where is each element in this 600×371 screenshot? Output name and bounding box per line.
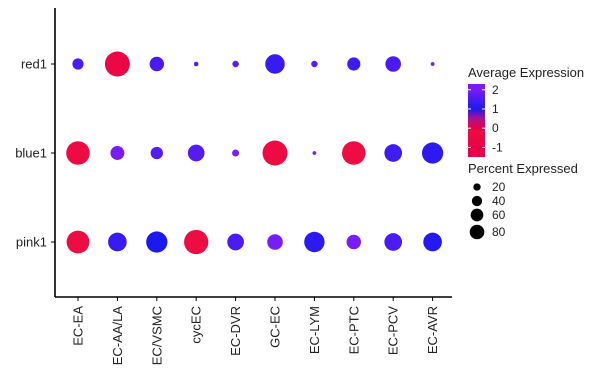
dot-blue1-1 <box>110 146 125 160</box>
x-tick-label: cycEC <box>189 306 204 344</box>
size-tick-label: 60 <box>492 208 506 222</box>
dot-red1-9 <box>430 62 435 66</box>
y-tick-label-blue1: blue1 <box>15 146 47 161</box>
color-tick-label: -1 <box>492 140 503 154</box>
dot-blue1-7 <box>342 141 366 165</box>
dot-red1-2 <box>149 56 165 72</box>
size-legend-title: Percent Expressed <box>468 161 578 176</box>
x-tick-label: EC-PCV <box>386 306 401 355</box>
y-tick-label-red1: red1 <box>21 57 47 72</box>
x-tick-label: EC-PTC <box>346 306 361 354</box>
dot-pink1-9 <box>423 232 442 252</box>
dot-blue1-4 <box>232 149 240 157</box>
dot-pink1-7 <box>346 234 362 250</box>
dot-pink1-6 <box>304 231 325 253</box>
y-tick-label-pink1: pink1 <box>16 235 47 250</box>
dot-red1-3 <box>193 61 199 67</box>
x-tick-label: EC-DVR <box>228 306 243 356</box>
dot-blue1-3 <box>187 144 205 162</box>
x-tick-label: EC-AA/LA <box>110 306 125 366</box>
dot-blue1-6 <box>312 151 317 155</box>
dot-red1-8 <box>385 56 402 72</box>
size-tick-label: 40 <box>492 194 506 208</box>
dot-blue1-9 <box>421 142 444 164</box>
color-tick-label: 1 <box>492 102 499 116</box>
x-tick-label: EC-EA <box>71 306 86 346</box>
x-tick-label: EC-AVR <box>425 306 440 354</box>
dot-pink1-8 <box>384 233 403 251</box>
size-legend-dot <box>470 208 484 222</box>
dot-red1-0 <box>72 58 84 70</box>
dot-red1-5 <box>265 54 285 74</box>
x-tick-label: EC/VSMC <box>149 306 164 365</box>
x-tick-label: EC-LYM <box>307 306 322 354</box>
dot-red1-1 <box>104 51 130 77</box>
size-legend-dot <box>471 195 483 207</box>
dot-blue1-2 <box>150 146 163 160</box>
size-tick-label: 80 <box>492 225 506 239</box>
dot-pink1-3 <box>184 229 209 255</box>
size-legend-dot <box>469 224 485 240</box>
dot-red1-7 <box>347 57 361 71</box>
size-legend-dot <box>473 183 481 191</box>
color-bar <box>468 84 485 157</box>
x-tick-label: GC-EC <box>268 306 283 348</box>
dot-pink1-0 <box>66 230 90 254</box>
dot-pink1-1 <box>108 232 127 252</box>
dot-blue1-0 <box>66 141 90 165</box>
dot-pink1-5 <box>267 234 283 250</box>
color-tick-label: 2 <box>492 83 499 97</box>
size-tick-label: 20 <box>492 180 506 194</box>
dot-pink1-2 <box>146 231 168 253</box>
dot-pink1-4 <box>227 233 244 251</box>
color-tick-label: 0 <box>492 121 499 135</box>
dot-blue1-5 <box>262 140 288 166</box>
dot-red1-6 <box>311 60 318 68</box>
color-legend-title: Average Expression <box>468 65 584 80</box>
dot-blue1-8 <box>384 144 403 162</box>
dot-red1-4 <box>232 60 239 68</box>
